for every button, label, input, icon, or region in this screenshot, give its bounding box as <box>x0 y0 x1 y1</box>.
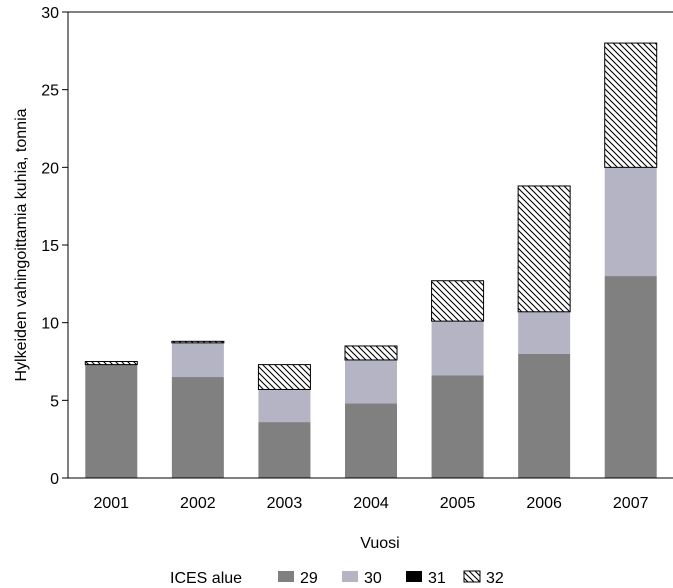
x-axis-title: Vuosi <box>360 535 399 552</box>
legend-swatch-30 <box>342 571 358 582</box>
bar-segment-2002-32 <box>171 340 225 344</box>
bar-segment-2006-32 <box>517 185 571 313</box>
legend-label-32: 32 <box>486 570 504 587</box>
bar-segment-2005-30 <box>431 321 484 376</box>
x-tick-label: 2002 <box>180 495 216 512</box>
bar-segment-2006-30 <box>518 311 571 354</box>
y-tick-label: 0 <box>50 471 59 488</box>
legend-label-31: 31 <box>428 570 446 587</box>
bar-segment-2007-32 <box>604 42 658 168</box>
y-tick-label: 10 <box>41 316 59 333</box>
bar-segment-2003-29 <box>258 422 311 478</box>
x-tick-label: 2004 <box>353 495 389 512</box>
bar-segment-2005-29 <box>431 375 484 478</box>
bar-segment-2006-29 <box>518 353 571 478</box>
bar-segment-2002-29 <box>171 377 224 478</box>
x-tick-label: 2001 <box>93 495 129 512</box>
x-tick-label: 2007 <box>613 495 649 512</box>
bar-segment-2007-30 <box>604 167 657 277</box>
bar-segment-2004-32 <box>344 345 398 361</box>
bar-segment-2001-29 <box>85 364 138 478</box>
legend-label-30: 30 <box>364 570 382 587</box>
y-axis: 0 5 10 15 20 25 30 <box>41 5 68 488</box>
legend-swatch-31 <box>406 571 422 582</box>
bar-segment-2001-32 <box>84 361 138 366</box>
legend-swatch-29 <box>278 571 294 582</box>
legend-items: 29 30 31 32 <box>278 570 504 587</box>
y-tick-label: 5 <box>50 393 59 410</box>
x-tick-label: 2005 <box>440 495 476 512</box>
x-tick-label: 2006 <box>526 495 562 512</box>
bar-segment-2003-32 <box>257 364 311 390</box>
y-axis-title: Hylkeiden vahingoittamia kuhia, tonnia <box>13 108 30 381</box>
bar-segment-2005-32 <box>431 280 485 322</box>
bar-segment-2003-30 <box>258 389 311 423</box>
bar-segment-2004-29 <box>345 403 397 478</box>
x-tick-label: 2003 <box>267 495 303 512</box>
legend-title: ICES alue <box>170 570 242 587</box>
bar-segment-2002-30 <box>171 342 224 378</box>
bar-segment-2004-30 <box>345 359 397 404</box>
y-tick-label: 30 <box>41 5 59 22</box>
legend-swatch-32 <box>463 570 481 583</box>
legend: ICES alue 29 30 31 32 <box>170 570 504 587</box>
x-axis: 2001 2002 2003 2004 2005 2006 2007 <box>93 495 648 512</box>
y-tick-label: 15 <box>41 238 59 255</box>
y-tick-label: 20 <box>41 160 59 177</box>
legend-label-29: 29 <box>300 570 318 587</box>
bar-segment-2007-29 <box>604 276 657 478</box>
y-tick-label: 25 <box>41 83 59 100</box>
bars-layer <box>84 42 658 478</box>
